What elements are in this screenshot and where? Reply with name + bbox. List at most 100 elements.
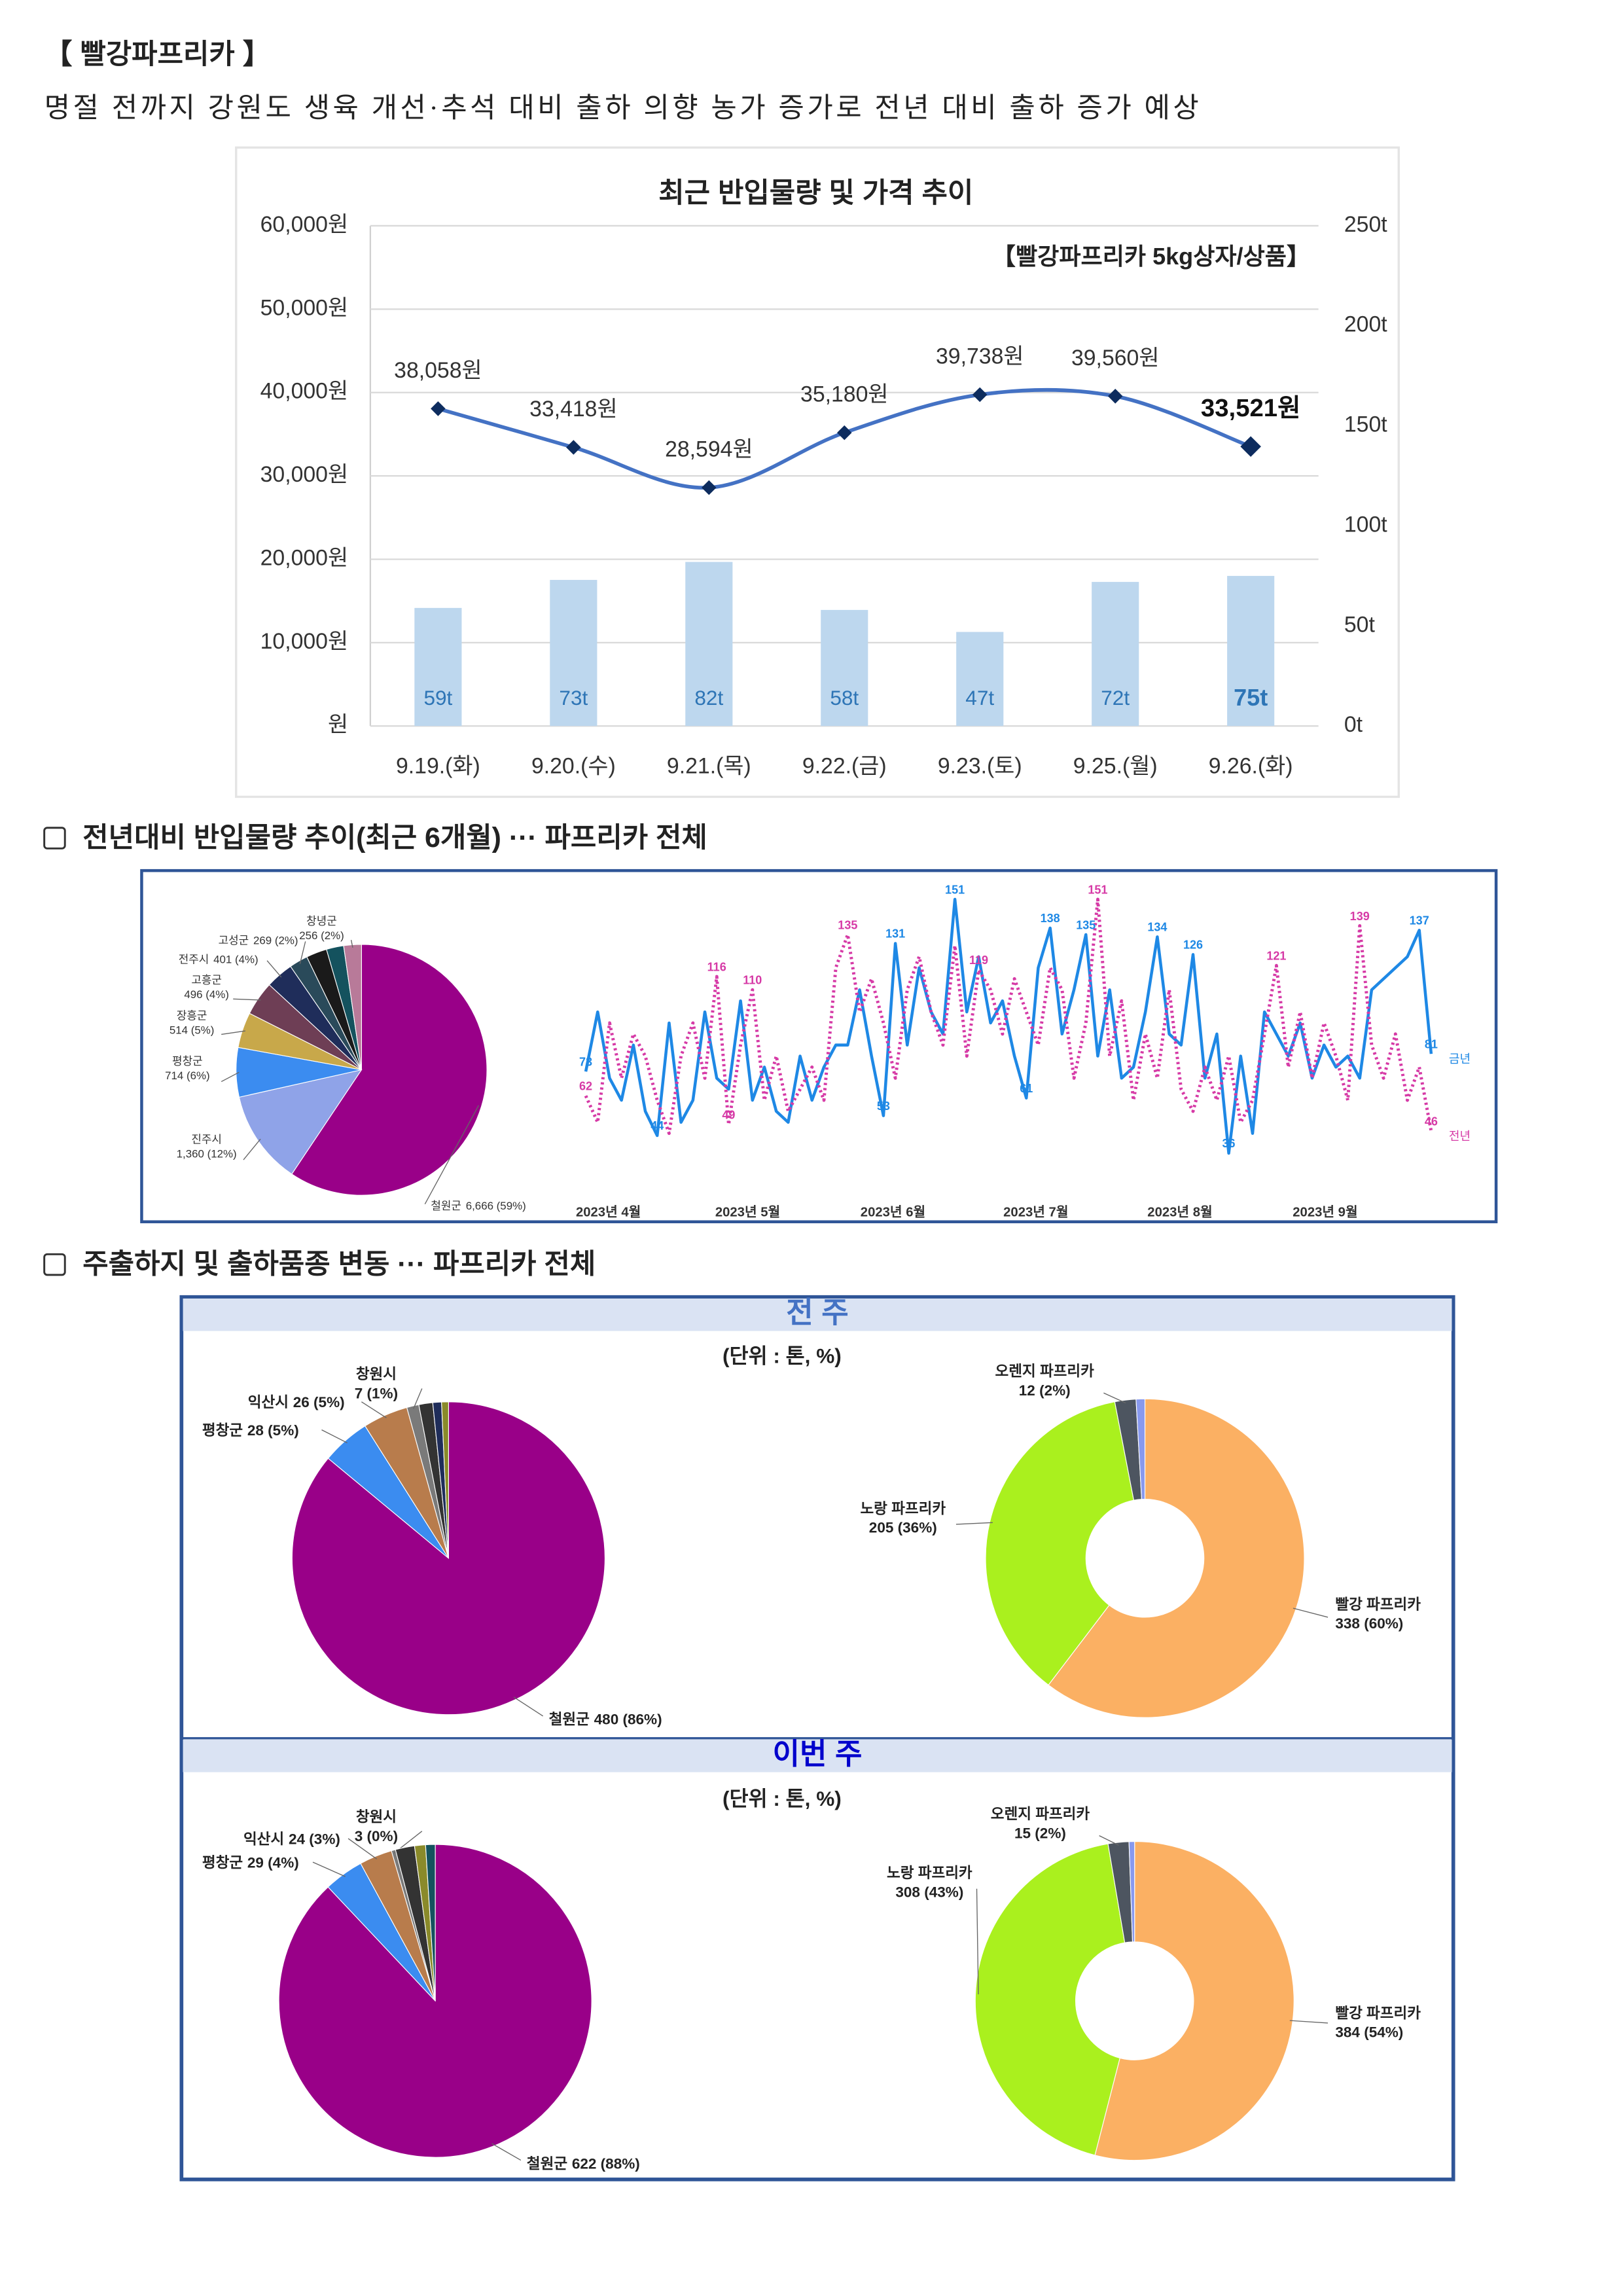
- x-tick-label: 9.21.(목): [667, 753, 751, 778]
- price-label: 39,738원: [936, 344, 1024, 369]
- slice-value: 256 (2%): [299, 930, 344, 942]
- point-label: 151: [1088, 883, 1107, 896]
- slice-value: 3 (0%): [355, 1828, 398, 1844]
- y2-tick-label: 200t: [1344, 312, 1387, 337]
- point-label: 36: [1222, 1137, 1236, 1150]
- price-label: 35,180원: [800, 382, 888, 407]
- y-tick-label: 50,000원: [260, 295, 348, 320]
- slice-label: 익산시 24 (3%): [243, 1831, 340, 1847]
- slice-label: 진주시 1,360 (12%): [177, 1134, 237, 1160]
- leader-line: [1289, 2020, 1329, 2024]
- slice-label: 평창군 714 (6%): [165, 1056, 210, 1083]
- slice-name: 평창군: [202, 1854, 243, 1871]
- slice-value: 15 (2%): [1014, 1825, 1066, 1841]
- page-subtitle: 명절 전까지 강원도 생육 개선·추석 대비 출하 의향 농가 증가로 전년 대…: [45, 93, 1202, 124]
- section-heading: 주출하지 및 출하품종 변동 ··· 파프리카 전체: [82, 1249, 596, 1280]
- slice-value: 28 (5%): [247, 1422, 299, 1439]
- slice: [1094, 1841, 1294, 2161]
- slice-value: 29 (4%): [247, 1854, 299, 1871]
- leader-line: [1293, 1607, 1329, 1618]
- slice-name: 진주시: [191, 1134, 222, 1146]
- y2-tick-label: 150t: [1344, 412, 1387, 437]
- bar-label: 59t: [423, 686, 452, 709]
- bar: [1092, 582, 1139, 726]
- slice-label: 창원시 7 (1%): [355, 1366, 398, 1401]
- slice-value: 24 (3%): [289, 1831, 340, 1847]
- price-marker: [702, 480, 717, 495]
- point-label: 81: [1425, 1037, 1438, 1050]
- x-tick-label: 9.20.(수): [531, 753, 616, 778]
- slice-name: 철원군: [549, 1712, 590, 1728]
- leader-line: [312, 1861, 346, 1877]
- bar-label: 72t: [1101, 686, 1130, 709]
- leader-line: [1099, 1835, 1119, 1846]
- price-label: 33,418원: [529, 397, 617, 422]
- unit-label: (단위 : 톤, %): [722, 1344, 842, 1367]
- bar: [1227, 575, 1275, 726]
- slice-label: 고흥군 496 (4%): [184, 975, 229, 1001]
- bar-label: 73t: [559, 686, 588, 709]
- point-label: 135: [838, 918, 857, 931]
- leader-line: [361, 1401, 387, 1418]
- slice-name: 평창군: [172, 1056, 203, 1068]
- price-marker: [566, 440, 581, 455]
- point-label: 44: [651, 1119, 664, 1132]
- legend-label: 전년: [1449, 1130, 1471, 1143]
- point-label: 151: [945, 883, 965, 896]
- price-label: 39,560원: [1071, 346, 1159, 370]
- slice-name: 빨강 파프리카: [1335, 2005, 1421, 2021]
- leader-line: [491, 2143, 522, 2161]
- bar: [685, 562, 733, 726]
- slice-value: 480 (86%): [594, 1712, 662, 1728]
- y-tick-label: 40,000원: [260, 379, 348, 404]
- point-label: 61: [1020, 1082, 1033, 1095]
- slice-name: 고성군: [219, 935, 249, 947]
- slice-name: 익산시: [248, 1394, 289, 1410]
- section-heading: 전년대비 반입물량 추이(최근 6개월) ··· 파프리카 전체: [82, 822, 707, 853]
- slice-label: 노랑 파프리카 205 (36%): [860, 1500, 946, 1535]
- leader-line: [1103, 1392, 1126, 1404]
- bar-label: 47t: [965, 686, 994, 709]
- bar: [956, 632, 1004, 726]
- slice: [974, 1843, 1126, 2156]
- x-tick-label: 2023년 7월: [1003, 1205, 1068, 1220]
- slice-label: 전주시 401 (4%): [179, 954, 259, 966]
- point-label: 137: [1410, 914, 1429, 927]
- bar-label: 82t: [694, 686, 723, 709]
- leader-line: [424, 1105, 480, 1204]
- x-tick-label: 2023년 5월: [715, 1205, 780, 1220]
- price-marker: [837, 425, 852, 440]
- slice-label: 장흥군 514 (5%): [169, 1010, 215, 1037]
- slice-value: 26 (5%): [293, 1394, 345, 1410]
- x-tick-label: 9.23.(토): [938, 753, 1022, 778]
- slice: [985, 1401, 1135, 1686]
- slice: [278, 1844, 592, 2158]
- point-label: 62: [579, 1080, 592, 1093]
- slice-name: 창원시: [356, 1808, 397, 1825]
- leader-line: [350, 939, 353, 948]
- point-label: 116: [707, 960, 726, 973]
- price-label: 28,594원: [665, 437, 753, 462]
- leader-line: [976, 1888, 979, 1995]
- leader-line: [233, 998, 261, 1001]
- unit-label: (단위 : 톤, %): [722, 1787, 842, 1810]
- slice-label: 빨강 파프리카 384 (54%): [1335, 2005, 1421, 2040]
- slice-label: 익산시 26 (5%): [248, 1394, 345, 1410]
- point-label: 126: [1183, 939, 1203, 952]
- legend-label: 금년: [1449, 1052, 1471, 1066]
- slice-name: 노랑 파프리카: [860, 1500, 946, 1516]
- point-label: 73: [579, 1055, 592, 1068]
- slice: [1135, 1398, 1146, 1500]
- checkbox: [43, 827, 66, 850]
- chart-annotation: 【빨강파프리카 5kg상자/상품】: [992, 243, 1310, 270]
- panel-header: [183, 1740, 1452, 1772]
- slice-name: 오렌지 파프리카: [995, 1363, 1095, 1380]
- slice-label: 창녕군 256 (2%): [299, 916, 344, 942]
- slice: [425, 1844, 436, 2001]
- bar: [821, 609, 868, 726]
- slice-name: 오렌지 파프리카: [991, 1806, 1090, 1822]
- slice: [291, 944, 488, 1196]
- bar: [550, 580, 597, 726]
- point-label: 134: [1147, 921, 1167, 934]
